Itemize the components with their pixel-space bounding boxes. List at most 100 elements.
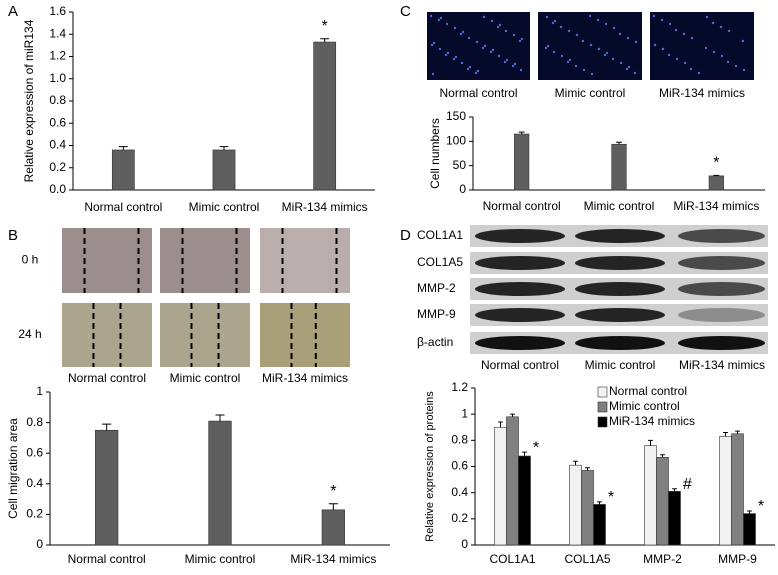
error-bar <box>723 432 728 436</box>
y-tick-label: 0 <box>461 537 468 551</box>
error-bar <box>320 39 329 42</box>
cell-dot <box>575 65 577 67</box>
cell-dot <box>490 51 492 53</box>
legend-label: Mimic control <box>609 399 680 413</box>
blot-caption: Mimic control <box>585 358 656 372</box>
bar <box>213 150 235 190</box>
y-tick-label: 0.8 <box>451 433 468 447</box>
bar <box>507 417 519 545</box>
cell-dot <box>469 66 471 68</box>
cell-dot <box>605 23 607 25</box>
cell-dot <box>661 19 663 21</box>
blot-band <box>475 256 565 270</box>
cell-dot <box>712 22 714 24</box>
cell-dot <box>634 72 636 74</box>
cell-dot <box>498 55 500 57</box>
cell-dot <box>461 62 463 64</box>
y-tick-label: 0.2 <box>49 160 66 174</box>
cell-dot <box>576 34 578 36</box>
bar <box>732 434 744 545</box>
cell-dot <box>512 65 514 67</box>
significance-marker: * <box>533 439 539 456</box>
x-tick-label: MMP-9 <box>718 552 757 566</box>
cell-dot <box>462 31 464 33</box>
y-tick-label: 50 <box>453 158 467 172</box>
cell-dot <box>521 38 523 40</box>
y-axis-label: Cell numbers <box>428 118 442 189</box>
y-tick-label: 1.0 <box>49 71 66 85</box>
cell-dot <box>499 24 501 26</box>
y-tick-label: 1.2 <box>451 380 468 394</box>
y-tick-label: 100 <box>446 134 466 148</box>
blot-caption: MiR-134 mimics <box>679 358 765 372</box>
blot-band <box>678 336 765 350</box>
micrograph <box>260 303 350 367</box>
cell-dot <box>453 58 455 60</box>
error-bar <box>220 147 229 150</box>
cell-dot <box>467 68 469 70</box>
blot-band <box>678 282 765 296</box>
bar <box>645 446 657 545</box>
x-tick-label: Mimic control <box>185 552 256 566</box>
cell-dot <box>662 48 664 50</box>
error-bar <box>522 452 527 456</box>
error-bar <box>215 415 224 421</box>
cell-dot <box>513 34 515 36</box>
y-axis-label: Relative expression of proteins <box>424 391 436 542</box>
y-tick-label: 0.2 <box>451 511 468 525</box>
cell-dot <box>505 30 507 32</box>
cell-dot <box>728 30 730 32</box>
bar <box>209 421 232 545</box>
y-tick-label: 0.4 <box>49 138 66 152</box>
y-tick-label: 1.4 <box>49 26 66 40</box>
cell-dot <box>546 16 548 18</box>
y-axis-label: Cell migration area <box>6 418 20 519</box>
cell-dot <box>675 29 677 31</box>
cell-dot <box>635 41 637 43</box>
error-bar <box>735 431 740 434</box>
cell-dot <box>591 73 593 75</box>
blot-band <box>575 256 665 270</box>
x-tick-label: Mimic control <box>584 199 655 213</box>
bar <box>495 427 507 545</box>
error-bar <box>329 504 338 510</box>
cell-dot <box>706 16 708 18</box>
blot-label: COL1A1 <box>417 228 463 242</box>
blot-caption: Normal control <box>481 358 559 372</box>
error-bar <box>510 414 515 417</box>
cell-dot <box>653 15 655 17</box>
x-tick-label: MiR-134 mimics <box>673 199 759 213</box>
cell-dot <box>483 16 485 18</box>
blot-band <box>475 336 565 350</box>
y-tick-label: 1.6 <box>49 4 66 18</box>
panel-label: A <box>8 3 18 20</box>
blot-band <box>475 282 565 296</box>
error-bar <box>585 468 590 471</box>
y-axis-label: Relative expression of miR134 <box>22 19 36 182</box>
cell-dot <box>598 48 600 50</box>
blot-band <box>678 308 765 322</box>
significance-marker: * <box>608 489 614 506</box>
cell-dot <box>606 52 608 54</box>
y-tick-label: 0.6 <box>26 445 43 459</box>
cell-dot <box>612 58 614 60</box>
blot-band <box>575 229 665 243</box>
y-tick-label: 0 <box>36 537 43 551</box>
error-bar <box>119 147 128 150</box>
legend-label: MiR-134 mimics <box>609 414 695 428</box>
x-tick-label: COL1A1 <box>489 552 535 566</box>
blot-band <box>475 229 565 243</box>
y-tick-label: 0.0 <box>49 182 66 196</box>
cell-dot <box>514 63 516 65</box>
micrograph <box>160 303 250 367</box>
fluorescence-image <box>427 12 530 80</box>
cell-dot <box>742 40 744 42</box>
image-caption: Normal control <box>439 86 517 100</box>
error-bar <box>648 440 653 445</box>
cell-dot <box>560 26 562 28</box>
cell-dot <box>583 69 585 71</box>
cell-dot <box>691 37 693 39</box>
cell-dot <box>433 42 435 44</box>
cell-dot <box>430 15 432 17</box>
